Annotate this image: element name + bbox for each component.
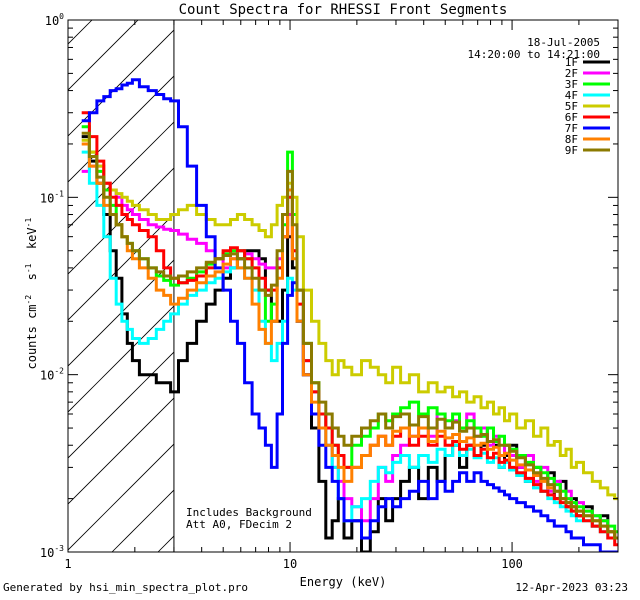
hatch-line <box>68 213 174 321</box>
hatch-line <box>68 351 174 459</box>
footer-timestamp: 12-Apr-2023 03:23 <box>515 581 628 594</box>
series-5F <box>81 138 618 501</box>
x-tick-label: 10 <box>283 557 297 571</box>
annotation-background: Includes Background <box>186 506 312 519</box>
y-tick-label: 10-1 <box>40 189 64 205</box>
series-8F <box>81 142 618 540</box>
hatch-line <box>68 397 174 505</box>
series-group <box>81 78 618 552</box>
x-axis-ticks <box>67 20 619 552</box>
plot-frame <box>67 19 619 553</box>
series-6F <box>81 111 618 547</box>
hatch-line <box>0 0 114 552</box>
hatch-line <box>68 20 93 45</box>
series-7F <box>81 78 618 552</box>
y-tick-labels: 10-3 10-2 10-1 100 <box>40 12 64 560</box>
legend-label-1F: 1F <box>565 56 578 69</box>
y-tick-label: 10-3 <box>40 544 64 560</box>
legend-label-5F: 5F <box>565 100 578 113</box>
y-tick-label: 10-2 <box>40 367 64 383</box>
hatch-line <box>68 29 174 137</box>
hatch-line <box>68 20 139 91</box>
x-tick-label: 100 <box>501 557 523 571</box>
hatch-line <box>68 443 174 551</box>
footer-generator: Generated by hsi_min_spectra_plot.pro <box>3 581 249 594</box>
legend-label-4F: 4F <box>565 89 578 102</box>
legend-label-6F: 6F <box>565 111 578 124</box>
legend-label-8F: 8F <box>565 133 578 146</box>
hatch-line <box>111 489 174 552</box>
legend-label-9F: 9F <box>565 144 578 157</box>
x-axis-label: Energy (keV) <box>300 575 387 589</box>
series-9F <box>81 131 618 540</box>
x-tick-label: 1 <box>64 557 71 571</box>
chart-title: Count Spectra for RHESSI Front Segments <box>179 2 508 18</box>
hatch-line <box>68 167 174 275</box>
annotation-attenuator: Att A0, FDecim 2 <box>186 518 292 531</box>
legend-label-3F: 3F <box>565 78 578 91</box>
y-axis-ticks <box>68 27 618 553</box>
y-axis-label: counts cm-2 s-1 keV-1 <box>24 210 39 369</box>
legend-time-range: 14:20:00 to 14:21:00 <box>468 48 600 61</box>
legend-label-2F: 2F <box>565 67 578 80</box>
legend-label-7F: 7F <box>565 122 578 135</box>
legend-date: 18-Jul-2005 <box>527 36 600 49</box>
y-tick-label: 100 <box>45 12 64 28</box>
